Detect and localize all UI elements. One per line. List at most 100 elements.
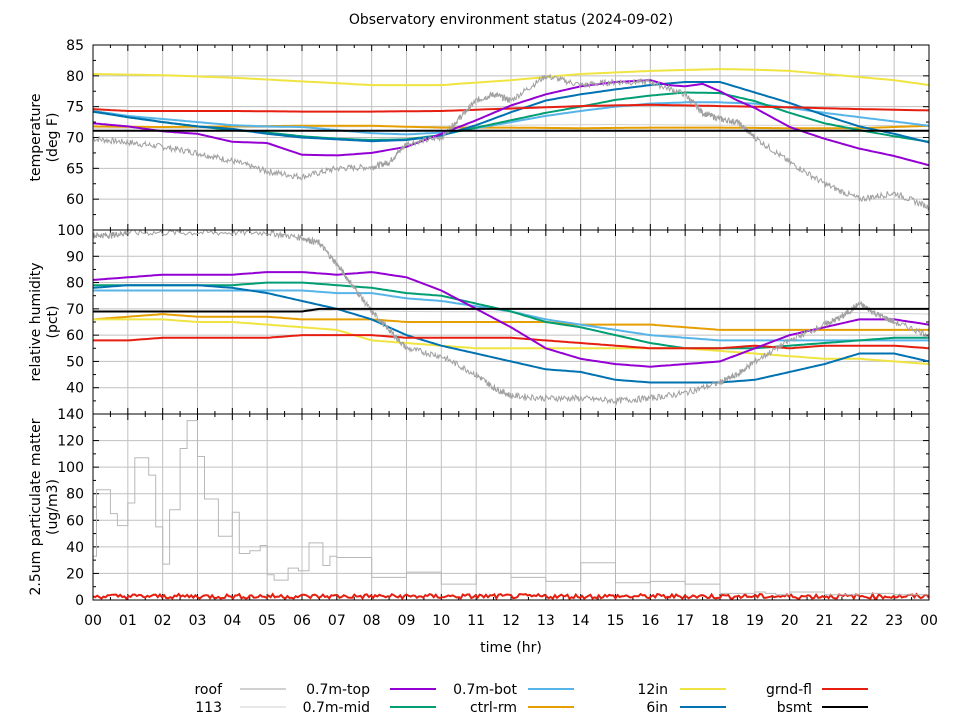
x-tick-label: 01: [119, 613, 137, 629]
series-line-0.7m-top: [93, 79, 929, 167]
y-tick-label: 70: [66, 131, 84, 147]
series-line-grnd-fl: [93, 334, 929, 350]
y-tick-label: 60: [66, 328, 84, 344]
series-line-ctrl-rm: [93, 313, 929, 331]
y-tick-label: 100: [57, 460, 84, 476]
x-tick-label: 09: [398, 613, 416, 629]
series-line-bsmt: [93, 307, 929, 313]
panel-temperature: 60 65 70 75 80 85 temperature(deg F): [28, 38, 930, 231]
y-tick-label: 60: [66, 192, 84, 208]
legend-label: 0.7m-top: [306, 682, 370, 698]
panel-humidity: 40 50 60 70 80 90 100 relative humidity(pct): [28, 223, 930, 415]
legend-label: roof: [194, 682, 223, 698]
series-line-113: [93, 124, 929, 129]
y-tick-label: 65: [66, 161, 84, 177]
x-tick-label: 04: [223, 613, 241, 629]
y-tick-label: 80: [66, 69, 84, 85]
x-tick-label: 15: [607, 613, 625, 629]
series-group: [93, 68, 929, 212]
y-axis-label-line: (ug/m3): [45, 479, 61, 535]
y-tick-label: 40: [66, 381, 84, 397]
y-tick-label: 80: [66, 487, 84, 503]
legend-item-0.7m-top: 0.7m-top: [306, 682, 436, 698]
series-line-grnd-fl: [93, 591, 929, 600]
x-tick-label: 18: [711, 613, 729, 629]
y-tick-label: 75: [66, 100, 84, 116]
x-axis-label: time (hr): [480, 640, 542, 656]
legend-item-ctrl-rm: ctrl-rm: [470, 700, 574, 716]
x-tick-label: 07: [328, 613, 346, 629]
series-group: [93, 420, 929, 600]
series-line-roof: [93, 230, 929, 406]
series-line-12in: [93, 68, 929, 87]
series-line-6in: [93, 81, 929, 144]
y-tick-label: 40: [66, 540, 84, 556]
series-line-roof: [93, 420, 929, 596]
y-axis-label: relative humidity(pct): [28, 262, 61, 381]
y-tick-label: 100: [57, 223, 84, 239]
y-axis-label-line: (pct): [45, 306, 61, 339]
panels: 60 65 70 75 80 85 temperature(deg F) 40 50 60 70 80…: [28, 38, 938, 629]
series-line-12in: [93, 318, 929, 366]
x-tick-label: 08: [363, 613, 381, 629]
chart-title: Observatory environment status (2024-09-…: [349, 12, 673, 28]
legend-item-6in: 6in: [646, 700, 726, 716]
x-tick-label: 06: [293, 613, 311, 629]
x-tick-label: 10: [432, 613, 450, 629]
y-tick-label: 90: [66, 249, 84, 265]
y-axis-label: temperature(deg F): [28, 94, 61, 182]
x-tick-label: 19: [746, 613, 764, 629]
x-tick-label: 11: [467, 613, 485, 629]
x-tick-label: 23: [885, 613, 903, 629]
y-axis-label-line: relative humidity: [28, 262, 44, 381]
legend-item-113: 113: [195, 700, 286, 716]
y-tick-label: 50: [66, 354, 84, 370]
x-tick-label: 21: [816, 613, 834, 629]
series-line-0.7m-mid: [93, 281, 929, 350]
y-tick-label: 140: [57, 407, 84, 423]
x-tick-label: 13: [537, 613, 555, 629]
legend-item-grnd-fl: grnd-fl: [766, 682, 868, 698]
x-tick-label: 00: [84, 613, 102, 629]
x-tick-label: 02: [154, 613, 172, 629]
x-tick-label: 16: [641, 613, 659, 629]
legend-label: 6in: [646, 700, 668, 716]
legend-item-0.7m-bot: 0.7m-bot: [453, 682, 574, 698]
x-tick-label: 14: [572, 613, 590, 629]
x-tick-label: 17: [676, 613, 694, 629]
series-line-ctrl-rm: [93, 124, 929, 130]
legend-label: ctrl-rm: [470, 700, 517, 716]
x-tick-label: 05: [258, 613, 276, 629]
y-tick-label: 60: [66, 513, 84, 529]
y-tick-label: 20: [66, 566, 84, 582]
x-tick-labels: 00 01 02 03 04 05 06 07 08 09 10 11 12 13 14 15 16 17 18 19…: [84, 613, 938, 629]
y-tick-label: 70: [66, 302, 84, 318]
legend-label: 12in: [637, 682, 668, 698]
y-axis-label-line: (deg F): [45, 113, 61, 163]
legend-item-bsmt: bsmt: [777, 700, 868, 716]
legend-item-roof: roof: [194, 682, 286, 698]
y-axis-label-line: 2.5um particulate matter: [28, 418, 44, 595]
legend-label: grnd-fl: [766, 682, 812, 698]
y-axis-label-line: temperature: [28, 94, 44, 182]
legend-item-12in: 12in: [637, 682, 726, 698]
series-line-roof: [93, 74, 929, 212]
series-line-grnd-fl: [93, 103, 929, 113]
x-tick-label: 00: [920, 613, 938, 629]
legend-label: bsmt: [777, 700, 813, 716]
x-tick-label: 12: [502, 613, 520, 629]
series-group: [93, 230, 929, 406]
legend-item-0.7m-mid: 0.7m-mid: [303, 700, 436, 716]
y-tick-label: 85: [66, 38, 84, 54]
x-tick-label: 20: [781, 613, 799, 629]
y-axis-label: 2.5um particulate matter(ug/m3): [28, 418, 61, 595]
legend-label: 113: [195, 700, 222, 716]
legend: roof 113 0.7m-top 0.7m-mid 0.7m-bot ctrl-rm 12…: [194, 682, 868, 716]
y-tick-label: 80: [66, 276, 84, 292]
series-line-0.7m-top: [93, 271, 929, 368]
x-tick-label: 22: [850, 613, 868, 629]
panel-border: [92, 413, 930, 601]
series-line-6in: [93, 284, 929, 384]
